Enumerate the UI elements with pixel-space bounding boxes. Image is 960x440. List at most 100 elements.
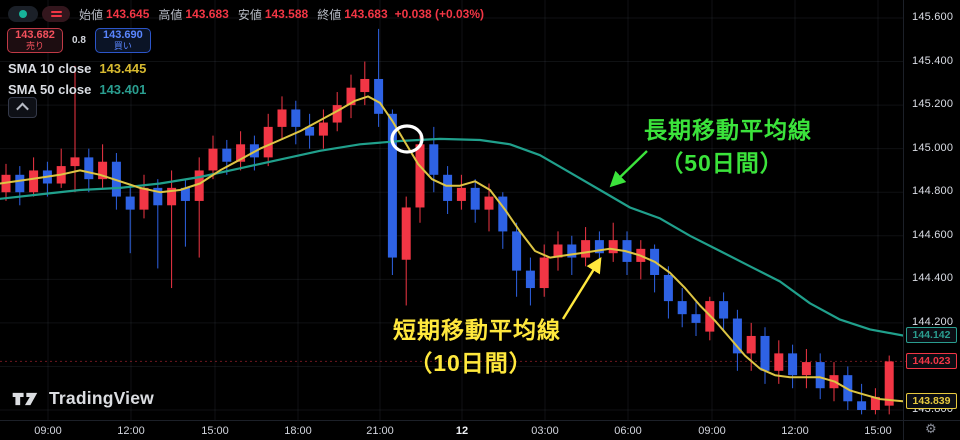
price-axis[interactable]: 145.600 145.400 145.200 145.000 144.800 144.6… xyxy=(903,0,960,420)
candle-body xyxy=(456,187,466,201)
candle-body xyxy=(15,174,25,193)
price-tick: 145.600 xyxy=(912,11,954,23)
candle-body xyxy=(512,231,522,271)
sma50-value: 143.401 xyxy=(99,82,147,97)
candle-body xyxy=(788,353,798,376)
candle-body xyxy=(360,78,370,93)
candle-body xyxy=(84,157,94,180)
candle-body xyxy=(719,301,729,319)
sell-button[interactable]: 143.682 売り xyxy=(7,28,63,53)
tradingview-logo-icon xyxy=(12,392,38,405)
buy-button[interactable]: 143.690 買い xyxy=(94,28,151,53)
time-tick: 12:00 xyxy=(117,425,145,437)
candle-body xyxy=(346,87,356,106)
sma50-line xyxy=(0,137,903,337)
candle-body xyxy=(222,148,232,162)
candle-body xyxy=(236,144,246,162)
candle-body xyxy=(801,362,811,376)
candle-body xyxy=(594,240,604,254)
time-axis[interactable]: 09:00 12:00 15:00 18:00 21:00 12 03:00 06:00 09:… xyxy=(0,420,903,440)
legend-sma10[interactable]: SMA 10 close 143.445 xyxy=(8,61,146,76)
candle-body xyxy=(732,318,742,354)
candle-body xyxy=(567,244,577,258)
candle-body xyxy=(98,161,108,180)
price-tag: 144.023 xyxy=(906,352,957,369)
connection-status-icon[interactable] xyxy=(8,6,38,22)
tradingview-watermark[interactable]: TradingView xyxy=(12,388,154,409)
price-tick: 144.600 xyxy=(912,228,954,241)
time-tick: 12 xyxy=(455,425,469,437)
time-tick: 15:00 xyxy=(201,425,229,437)
price-tick: 144.400 xyxy=(912,272,954,285)
candle-body xyxy=(484,196,494,210)
sma10-line xyxy=(0,95,903,403)
high-value: 143.683 xyxy=(185,7,229,21)
menu-icon[interactable] xyxy=(42,6,70,22)
candle-body xyxy=(180,187,190,201)
collapse-legend-button[interactable] xyxy=(8,97,37,118)
candle-body xyxy=(29,170,39,193)
candle-body xyxy=(194,170,204,201)
candle-body xyxy=(677,301,687,315)
candle-body xyxy=(415,144,425,208)
ohlc-header: 始値 143.645 高値 143.683 安値 143.588 終値 143.683 … xyxy=(8,5,484,23)
candle-body xyxy=(305,126,315,136)
sma10-name: SMA 10 close xyxy=(8,61,92,76)
candle-body xyxy=(774,353,784,371)
price-tick: 145.200 xyxy=(912,98,954,111)
price-tick: 145.400 xyxy=(912,54,954,67)
short-ma-sublabel: （10日間） xyxy=(409,350,533,376)
candle-body xyxy=(167,187,177,206)
candle-body xyxy=(525,270,535,289)
price-tag: 144.142 xyxy=(906,327,957,344)
time-tick: 09:00 xyxy=(34,425,62,437)
candle-body xyxy=(125,196,135,210)
long-ma-sublabel: （50日間） xyxy=(660,150,784,176)
low-value: 143.588 xyxy=(264,7,309,21)
annotations: 長期移動平均線 （50日間） 短期移動平均線 （10日間） xyxy=(390,117,812,376)
candle-body xyxy=(374,78,384,114)
price-tick: 144.200 xyxy=(912,315,954,328)
time-tick: 21:00 xyxy=(366,425,394,437)
close-label: 終値 xyxy=(317,7,342,22)
candle-body xyxy=(498,196,508,232)
time-tick: 09:00 xyxy=(698,425,726,437)
change-value: +0.038 (+0.03%) xyxy=(394,7,485,21)
legend-sma50[interactable]: SMA 50 close 143.401 xyxy=(8,82,146,97)
axis-settings-gear-icon[interactable]: ⚙ xyxy=(925,421,937,436)
time-tick: 18:00 xyxy=(284,425,312,437)
candle-body xyxy=(139,187,149,210)
buy-label: 買い xyxy=(113,40,132,51)
chevron-up-icon xyxy=(16,102,29,116)
time-tick: 06:00 xyxy=(614,425,642,437)
candle-body xyxy=(746,335,756,354)
low-label: 安値 xyxy=(237,7,262,22)
candle-body xyxy=(884,361,894,406)
candle-body xyxy=(760,335,770,371)
sma50-name: SMA 50 close xyxy=(8,82,92,97)
candle-body xyxy=(401,207,411,260)
candle-body xyxy=(153,187,163,206)
sell-price: 143.682 xyxy=(15,29,55,42)
long-ma-arrow xyxy=(609,150,648,188)
candle-body xyxy=(263,126,273,158)
long-ma-label: 長期移動平均線 xyxy=(644,117,812,143)
candle-body xyxy=(208,148,218,171)
time-tick: 12:00 xyxy=(781,425,809,437)
plot-area xyxy=(0,28,903,415)
short-ma-arrow xyxy=(561,257,602,320)
candle-body xyxy=(870,396,880,410)
candle-body xyxy=(429,144,439,175)
order-panel: 143.682 売り 0.8 143.690 買い xyxy=(7,28,151,53)
candle-body xyxy=(443,174,453,201)
spread-value: 0.8 xyxy=(72,35,86,46)
candle-body xyxy=(291,109,301,127)
status-dot-icon xyxy=(19,10,27,18)
candle-body xyxy=(277,109,287,127)
candle-body xyxy=(691,314,701,323)
candle-body xyxy=(332,105,342,123)
candle-body xyxy=(663,274,673,302)
high-label: 高値 xyxy=(158,7,183,22)
